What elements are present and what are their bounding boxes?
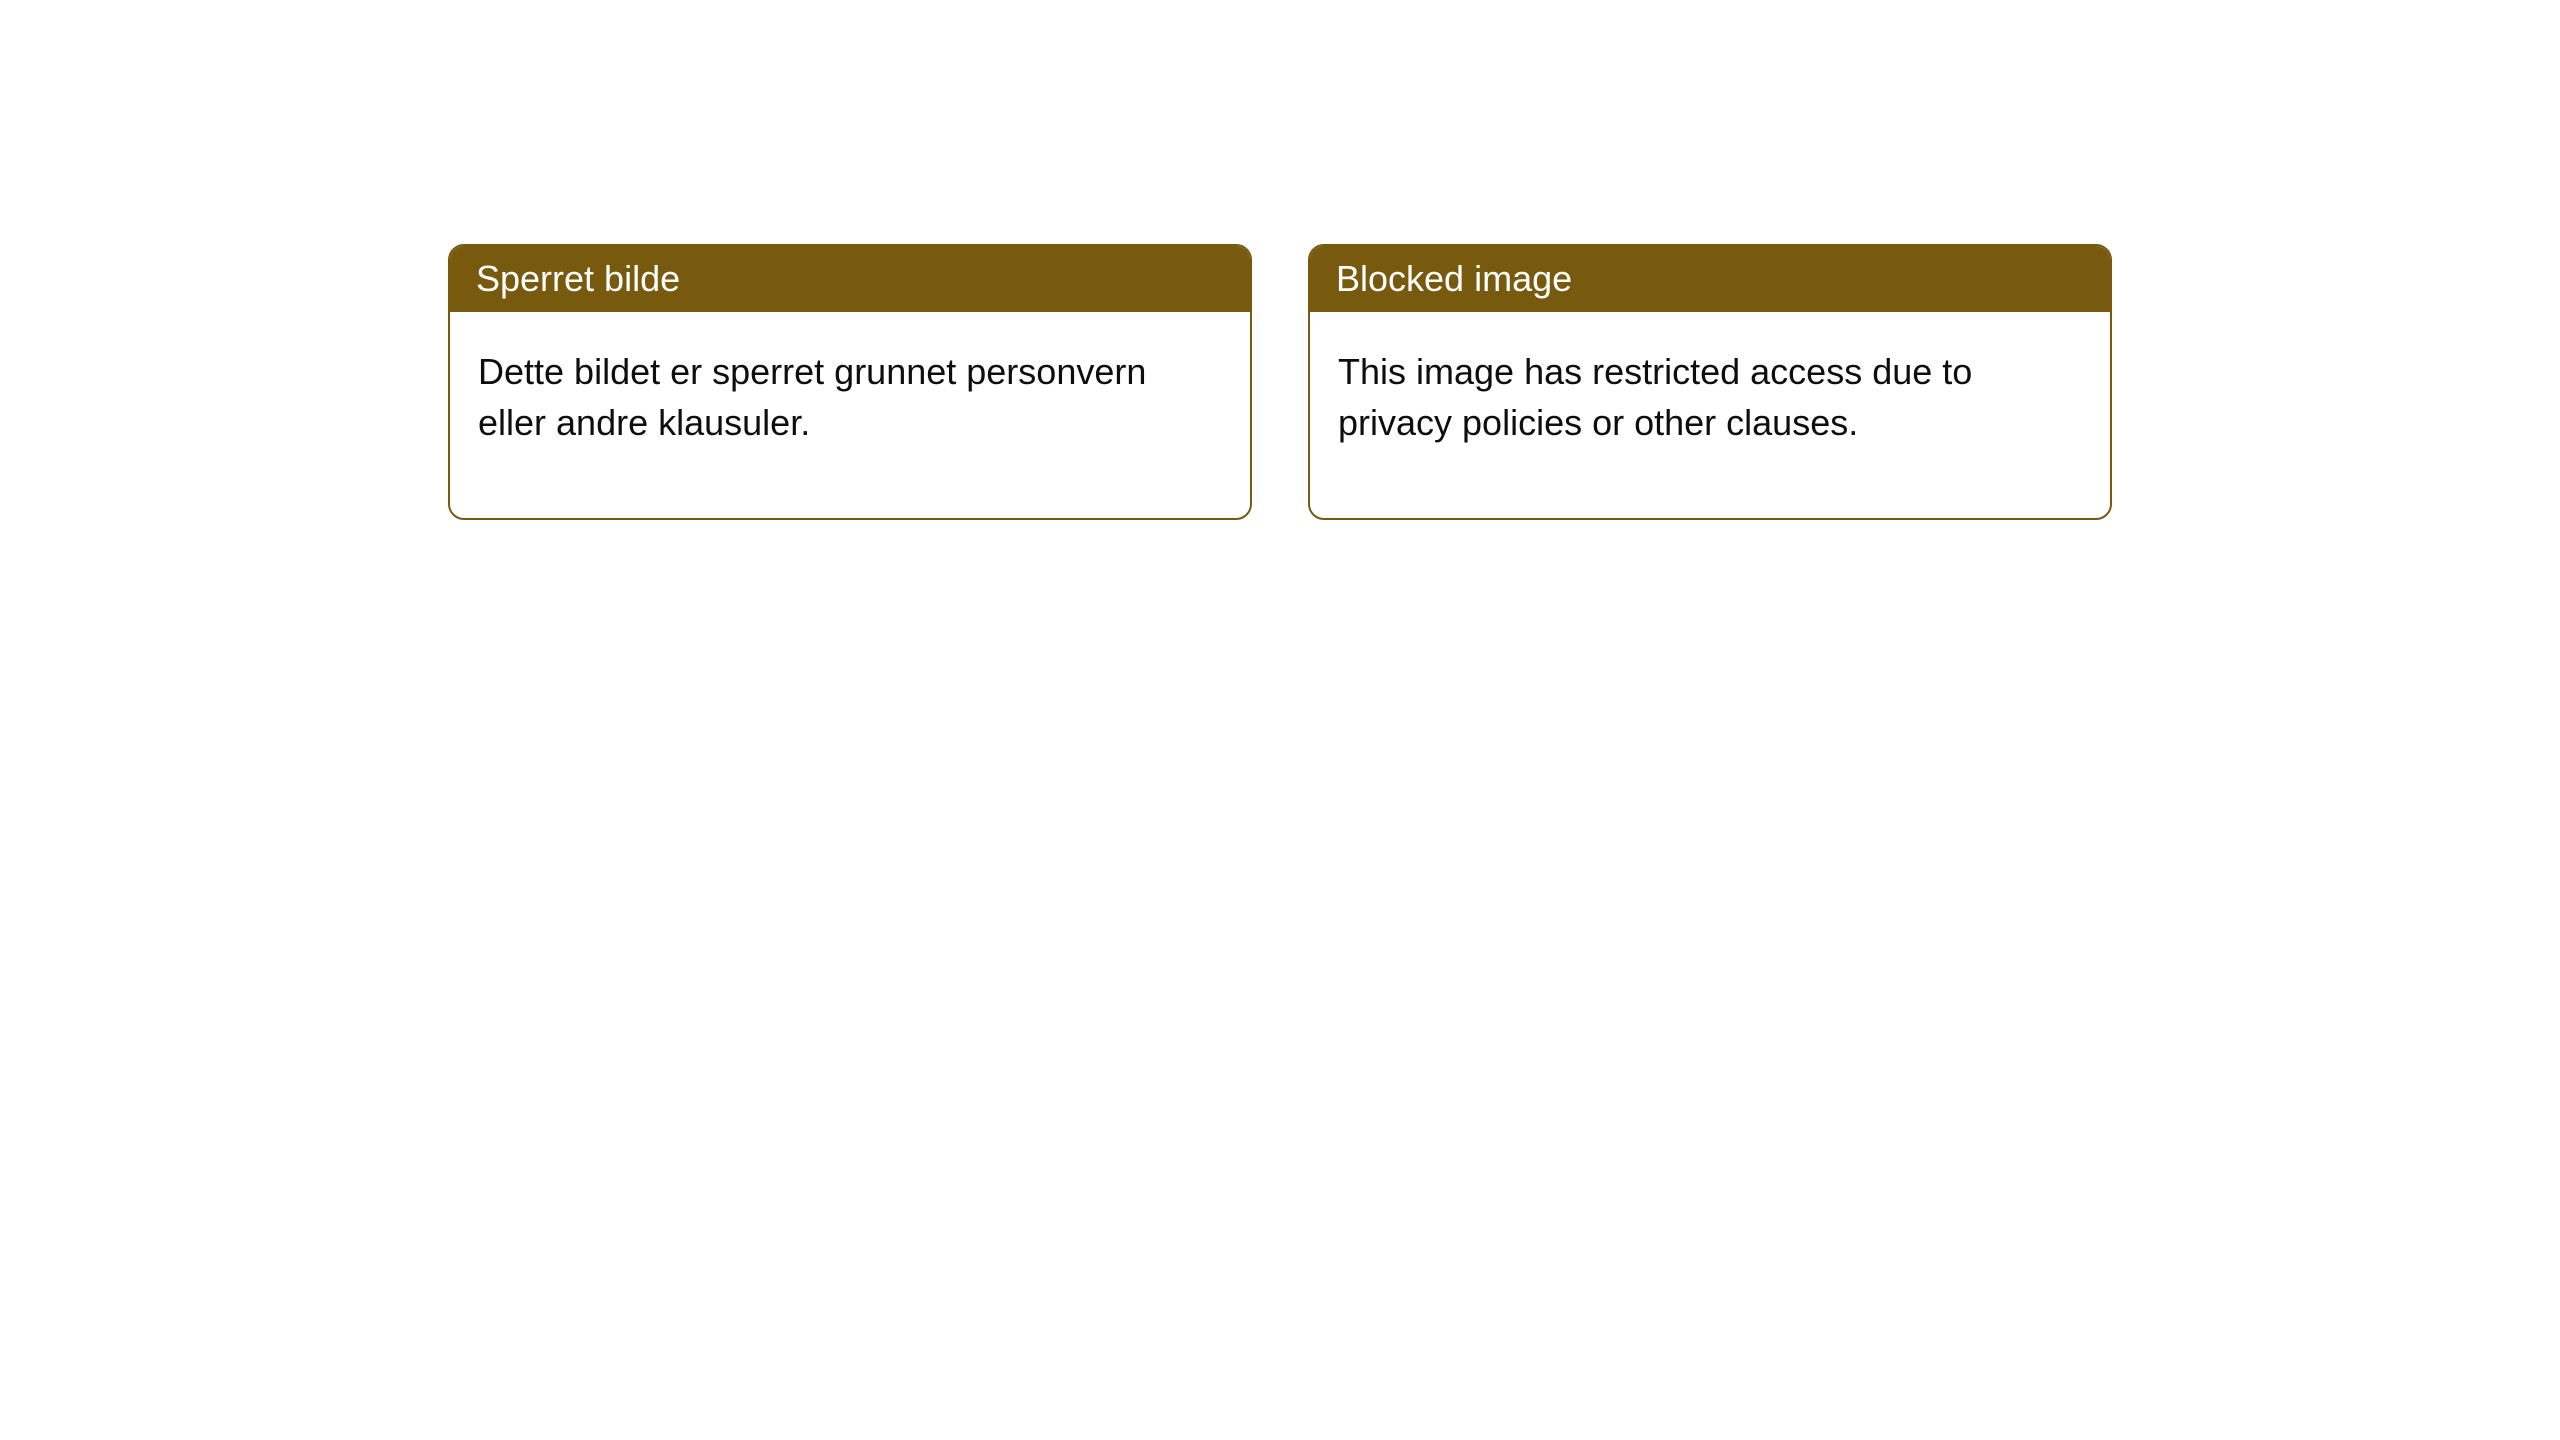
card-header: Blocked image	[1310, 246, 2110, 312]
blocked-image-card-english: Blocked image This image has restricted …	[1308, 244, 2112, 520]
card-body: Dette bildet er sperret grunnet personve…	[450, 312, 1250, 518]
blocked-image-card-norwegian: Sperret bilde Dette bildet er sperret gr…	[448, 244, 1252, 520]
card-header: Sperret bilde	[450, 246, 1250, 312]
card-body: This image has restricted access due to …	[1310, 312, 2110, 518]
card-container: Sperret bilde Dette bildet er sperret gr…	[0, 0, 2560, 520]
